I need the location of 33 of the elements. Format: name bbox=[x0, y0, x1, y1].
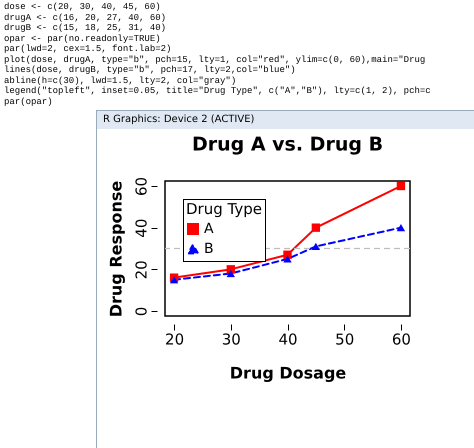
text: abline(h=c(30), lwd=1.5, lty=2, col="gray") bbox=[4, 76, 236, 86]
x-tick-label: 20 bbox=[165, 330, 184, 348]
y-tick-label: 60 bbox=[132, 176, 150, 196]
x-tick-label: 40 bbox=[278, 330, 298, 348]
x-tick-label: 60 bbox=[392, 330, 411, 348]
y-tick-label: 40 bbox=[132, 218, 150, 238]
text: par(lwd=2, cex=1.5, font.lab=2) bbox=[4, 44, 172, 54]
x-axis-title: Drug Dosage bbox=[230, 364, 346, 382]
point bbox=[396, 182, 406, 190]
text: R Graphics: Device 2 (ACTIVE) bbox=[97, 111, 474, 129]
legend-title: Drug Type bbox=[186, 200, 262, 218]
y-tick-label: 20 bbox=[132, 260, 150, 280]
text: par(opar) bbox=[4, 96, 53, 106]
y-tick-label: 0 bbox=[132, 306, 150, 316]
text: dose <- c(20, 30, 40, 45, 60) bbox=[4, 2, 161, 12]
point bbox=[312, 223, 320, 232]
text: drugB <- c(15, 18, 25, 31, 40) bbox=[4, 23, 166, 33]
text: drugA <- c(16, 20, 27, 40, 60) bbox=[4, 12, 166, 22]
chart-title: Drug A vs. Drug B bbox=[192, 133, 384, 156]
point bbox=[170, 276, 178, 284]
text: legend("topleft", inset=0.05, title="Drug Type", c("A","B"), lty=c(1, 2), pch=c bbox=[4, 86, 431, 96]
point bbox=[312, 242, 320, 250]
legend-label: B bbox=[204, 241, 214, 257]
y-axis-title: Drug Response bbox=[106, 180, 126, 318]
x-tick-label: 30 bbox=[222, 330, 241, 348]
point bbox=[396, 224, 406, 232]
text: lines(dose, drugB, type="b", pch=17, lty=2,col="blue") bbox=[4, 65, 296, 75]
x-tick-label: 50 bbox=[335, 330, 354, 348]
point bbox=[283, 255, 292, 263]
point bbox=[226, 270, 235, 278]
legend-label: A bbox=[204, 221, 214, 237]
text: plot(dose, drugA, type="b", pch=15, lty=1, col="red", ylim=c(0, 60),main="Drug bbox=[4, 54, 426, 64]
text: opar <- par(no.readonly=TRUE) bbox=[4, 34, 161, 44]
